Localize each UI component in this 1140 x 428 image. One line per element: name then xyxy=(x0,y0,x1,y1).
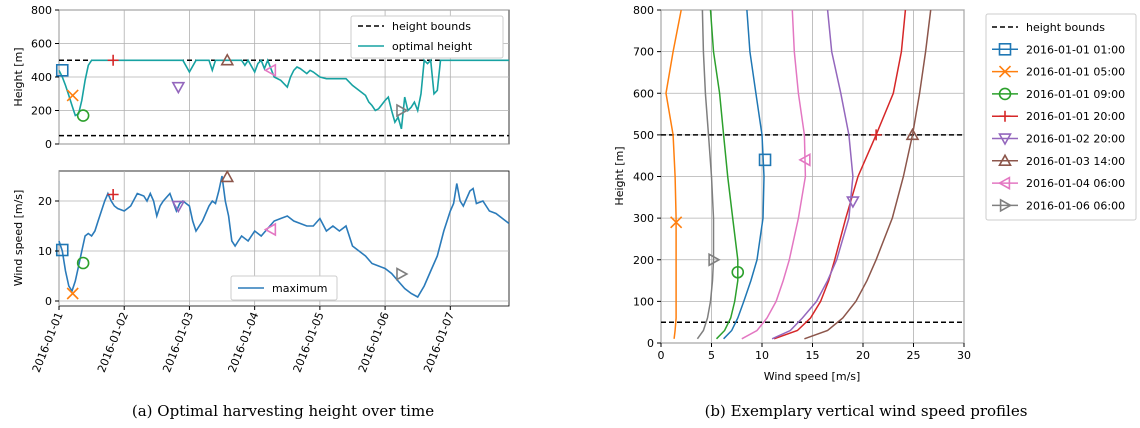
marker-triangle-right xyxy=(396,103,409,118)
y-tick-label: 0 xyxy=(45,295,52,308)
y-tick-label: 10 xyxy=(38,245,52,258)
profile-line xyxy=(696,9,715,340)
panel-a-height-plot: 0 200 400 600 800 Height [m] height bounds o… xyxy=(12,4,510,151)
legend-marker-triangle-down xyxy=(998,133,1012,146)
x-tick-label: 2016-01-01 xyxy=(30,310,66,374)
x-tick-label: 25 xyxy=(907,349,921,362)
legend-entry: 2016-01-01 05:00 xyxy=(1026,66,1125,79)
legend-entry: 2016-01-01 01:00 xyxy=(1026,43,1125,56)
marker-triangle-left xyxy=(263,222,277,237)
y-tick-label: 700 xyxy=(633,46,654,59)
legend-entry: 2016-01-03 14:00 xyxy=(1026,155,1125,168)
y-tick-label: 500 xyxy=(633,129,654,142)
profile-line xyxy=(804,9,932,340)
y-tick-label: 20 xyxy=(38,195,52,208)
y-tick-label: 100 xyxy=(633,295,654,308)
y-tick-label: 800 xyxy=(31,4,52,17)
legend-marker-triangle-up xyxy=(998,153,1012,166)
y-tick-label: 200 xyxy=(633,254,654,267)
legend-entry: 2016-01-04 06:00 xyxy=(1026,177,1125,190)
legend-a-bottom: maximum xyxy=(230,275,338,301)
marker-triangle-left xyxy=(798,152,811,167)
x-tick-label: 2016-01-04 xyxy=(225,310,261,374)
caption-b: (b) Exemplary vertical wind speed profil… xyxy=(705,402,1028,420)
profile-line xyxy=(771,9,854,340)
legend-maximum: maximum xyxy=(272,282,327,295)
legend-entry: 2016-01-06 06:00 xyxy=(1026,199,1125,212)
marker-plus xyxy=(870,129,882,141)
marker-circle xyxy=(76,109,90,122)
x-tick-label: 2016-01-05 xyxy=(291,310,327,374)
marker-circle xyxy=(76,256,90,270)
marker-triangle-right xyxy=(396,267,409,281)
legend-marker-circle xyxy=(998,87,1012,101)
y-tick-label: 600 xyxy=(31,38,52,51)
legend-marker-x xyxy=(998,65,1012,78)
marker-triangle-up xyxy=(220,53,235,66)
x-tick-label: 5 xyxy=(708,349,715,362)
y-tick-label: 400 xyxy=(633,171,654,184)
x-tick-label: 2016-01-07 xyxy=(421,310,457,374)
marker-triangle-up xyxy=(905,127,920,141)
y-tick-label: 0 xyxy=(45,138,52,151)
legend-b: height bounds 2016-01-01 01:00 2016-01-01 … xyxy=(985,13,1137,221)
marker-triangle-down xyxy=(846,196,860,209)
maximum-line xyxy=(58,175,510,299)
ylabel-height: Height [m] xyxy=(613,146,626,205)
y-tick-label: 400 xyxy=(31,71,52,84)
legend-height-bounds: height bounds xyxy=(1026,21,1105,34)
legend-entry: 2016-01-01 20:00 xyxy=(1026,110,1125,123)
profile-line xyxy=(723,9,765,340)
legend-a-top: height bounds optimal height xyxy=(350,15,504,59)
x-tick-label: 10 xyxy=(755,349,769,362)
legend-marker-square xyxy=(998,42,1012,56)
xlabel-windspeed: Wind speed [m/s] xyxy=(764,370,861,383)
profile-line xyxy=(773,9,907,340)
legend-entry: 2016-01-01 09:00 xyxy=(1026,88,1125,101)
marker-triangle-down xyxy=(171,81,186,95)
y-tick-label: 300 xyxy=(633,212,654,225)
caption-a: (a) Optimal harvesting height over time xyxy=(132,402,434,420)
profile-line xyxy=(741,9,807,340)
x-tick-label: 20 xyxy=(856,349,870,362)
x-tick-label: 2016-01-03 xyxy=(160,310,196,374)
marker-triangle-right xyxy=(708,252,721,267)
profile-line xyxy=(665,9,682,339)
panel-b-profile-plot: 0 100 200 300 400 500 600 700 800 0 5 10 15 20 25 30 W… xyxy=(613,4,1137,383)
marker-triangle-down xyxy=(171,200,186,214)
marker-x xyxy=(66,287,79,300)
marker-triangle-up xyxy=(220,169,235,183)
legend-height-bounds: height bounds xyxy=(392,20,471,33)
profile-line xyxy=(709,9,739,340)
panel-a-windspeed-plot: 0 10 20 2016-01-01 2016-01-02 2016-01-03 2016… xyxy=(12,169,510,374)
marker-x xyxy=(670,216,683,229)
legend-marker-plus xyxy=(999,110,1011,122)
y-tick-label: 600 xyxy=(633,87,654,100)
marker-plus xyxy=(107,189,119,200)
y-tick-label: 0 xyxy=(647,337,654,350)
marker-plus xyxy=(107,54,119,66)
x-tick-label: 0 xyxy=(658,349,665,362)
x-tick-label: 2016-01-06 xyxy=(356,310,392,374)
marker-x xyxy=(66,89,79,102)
y-tick-label: 200 xyxy=(31,105,52,118)
x-tick-label: 30 xyxy=(957,349,971,362)
marker-circle xyxy=(731,265,745,279)
marker-square xyxy=(55,64,69,77)
x-tick-label: 15 xyxy=(806,349,820,362)
legend-marker-triangle-right xyxy=(999,198,1013,213)
ylabel-height: Height [m] xyxy=(12,47,25,106)
marker-triangle-left xyxy=(263,63,277,78)
x-tick-label: 2016-01-02 xyxy=(95,310,131,374)
legend-optimal-height: optimal height xyxy=(392,40,473,53)
y-tick-label: 800 xyxy=(633,4,654,17)
marker-square xyxy=(758,153,772,167)
ylabel-windspeed: Wind speed [m/s] xyxy=(12,190,25,287)
legend-marker-triangle-left xyxy=(997,176,1011,190)
marker-square xyxy=(55,243,69,257)
legend-entry: 2016-01-02 20:00 xyxy=(1026,133,1125,146)
